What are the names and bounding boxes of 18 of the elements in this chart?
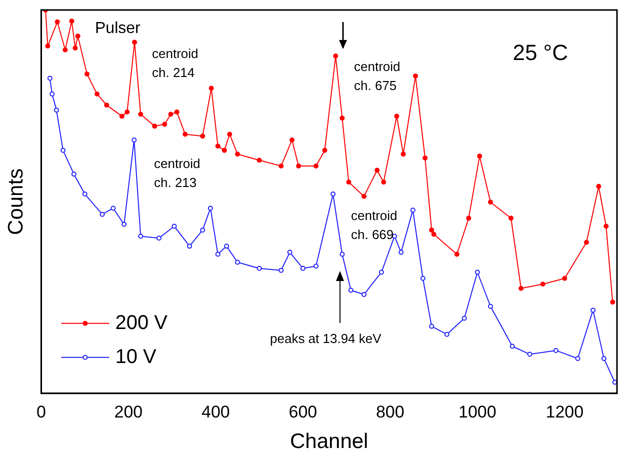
x-tick-label: 800 [376,402,404,422]
x-tick-label: 0 [36,402,46,422]
x-tick-label: 600 [288,402,318,422]
legend-label: 10 V [115,346,158,368]
x-tick-label: 1000 [458,402,496,422]
annotation: centroid ch. 669 [351,208,398,242]
x-tick-label: 200 [114,402,143,422]
annotation: 25 °C [512,40,568,65]
annotation: centroid ch. 675 [354,59,400,93]
annotation: Pulser [95,20,142,37]
x-tick-label: 1200 [546,402,584,422]
x-tick-label: 400 [201,402,230,422]
legend-label: 200 V [115,312,168,334]
annotation: centroid ch. 213 [154,156,200,190]
x-axis-title: Channel [290,430,368,454]
y-axis-title: Counts [4,168,28,235]
annotation: centroid ch. 214 [152,46,198,80]
annotation: peaks at 13.94 keV [270,331,382,346]
